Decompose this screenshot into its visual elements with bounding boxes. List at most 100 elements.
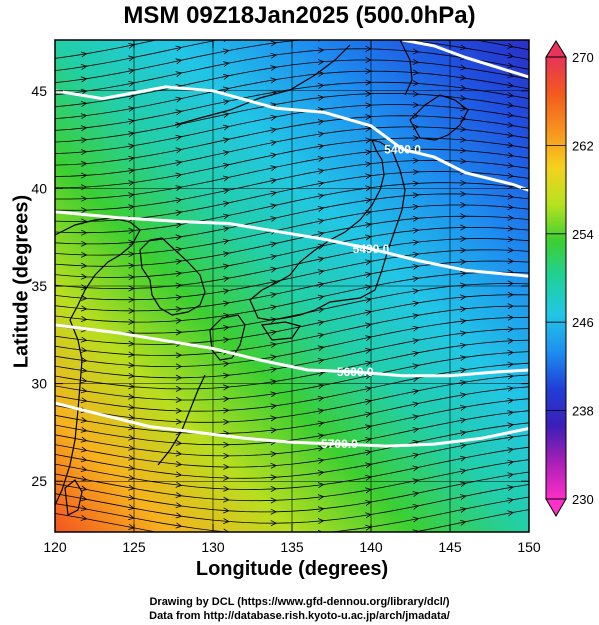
streamline-arrow xyxy=(507,373,515,380)
credit-drawing: Drawing by DCL (https://www.gfd-dennou.o… xyxy=(149,596,450,608)
y-tick-label: 30 xyxy=(31,376,47,392)
streamline-arrow xyxy=(80,262,88,269)
streamline-arrow xyxy=(317,168,325,175)
streamline-arrow xyxy=(223,396,230,402)
streamline-arrow xyxy=(413,28,419,33)
streamline-arrow xyxy=(270,486,278,492)
streamline-arrow xyxy=(175,58,183,65)
streamline-arrow xyxy=(317,143,325,150)
streamline-arrow xyxy=(507,172,515,179)
streamline-arrow xyxy=(365,57,372,63)
graticule xyxy=(55,40,529,532)
streamline-arrow xyxy=(459,442,467,449)
streamline-arrow xyxy=(270,451,278,458)
streamline-arrow xyxy=(80,446,88,453)
streamline-arrow xyxy=(460,190,467,197)
streamline-arrow xyxy=(128,444,135,451)
streamline-arrow xyxy=(460,126,467,133)
colorbar-tick-label: 246 xyxy=(572,315,594,330)
streamline-arrow xyxy=(175,270,183,277)
streamline-arrow xyxy=(412,338,420,345)
chart-title: MSM 09Z18Jan2025 (500.0hPa) xyxy=(123,2,476,29)
streamline-arrow xyxy=(460,147,467,154)
streamline-arrow xyxy=(317,358,325,364)
streamline-arrow xyxy=(222,226,230,233)
streamline-arrow xyxy=(365,487,372,494)
streamline-arrow xyxy=(318,25,324,30)
streamline-arrow xyxy=(128,106,135,112)
streamline-arrow xyxy=(128,351,135,358)
streamline-arrow xyxy=(365,322,372,329)
streamline-arrow xyxy=(128,296,135,303)
streamline-arrow xyxy=(80,505,88,512)
streamline-arrow xyxy=(222,276,230,282)
streamline-arrow xyxy=(317,307,325,314)
streamline-arrow xyxy=(222,238,230,245)
streamline-arrow xyxy=(460,40,462,41)
streamline-arrow xyxy=(223,507,230,514)
streamline-arrow xyxy=(412,503,420,510)
streamline-arrow xyxy=(128,55,135,62)
streamline-arrow xyxy=(128,372,135,379)
streamline-arrow xyxy=(80,436,88,443)
streamline-arrow xyxy=(175,363,183,370)
streamline-arrow xyxy=(317,193,325,200)
streamline-arrow xyxy=(365,68,372,75)
streamline-arrow xyxy=(270,354,278,361)
streamline-arrow xyxy=(175,209,183,216)
streamline-arrow xyxy=(175,160,183,166)
streamline-arrow xyxy=(270,52,278,59)
coast-taiwan xyxy=(64,479,83,516)
streamline-arrow xyxy=(222,263,230,270)
streamline-arrow xyxy=(507,497,515,504)
x-axis-label: Longitude (degrees) xyxy=(195,558,389,580)
coast-japan-honshu xyxy=(249,139,406,321)
streamline-arrow xyxy=(365,45,372,52)
streamline-arrow xyxy=(222,150,230,157)
streamline-arrow xyxy=(175,512,183,519)
streamline-arrow xyxy=(80,64,88,70)
streamline-arrow xyxy=(175,522,183,529)
height-contour-ne xyxy=(402,40,529,79)
streamline-arrow xyxy=(223,441,230,448)
streamline-arrow xyxy=(366,24,372,29)
streamline-arrow xyxy=(175,306,183,313)
streamline-arrow xyxy=(317,518,325,525)
streamline-arrow xyxy=(412,169,420,176)
streamline-arrow xyxy=(175,109,183,116)
streamline-arrow xyxy=(317,269,325,276)
streamline-arrow xyxy=(222,137,230,144)
streamline-arrow xyxy=(175,317,183,324)
streamline-arrow xyxy=(459,519,467,526)
streamline-arrow xyxy=(365,222,372,228)
streamline-arrow xyxy=(507,447,515,454)
streamline-arrow xyxy=(459,507,467,513)
streamline-arrow xyxy=(223,372,230,379)
streamline-arrow xyxy=(223,496,230,503)
streamline-arrow xyxy=(412,478,420,485)
contour-label: 5700.0 xyxy=(321,437,358,451)
contour-label: 5490.0 xyxy=(353,242,390,256)
streamline-arrow xyxy=(175,222,183,229)
streamline-arrow xyxy=(270,266,278,273)
streamline-arrow xyxy=(128,362,135,369)
streamline-arrow xyxy=(412,491,420,497)
streamline-arrow xyxy=(175,481,183,488)
streamline-arrow xyxy=(222,124,230,131)
streamline-arrow xyxy=(222,200,230,207)
streamline-arrow xyxy=(223,528,230,532)
streamline-arrow xyxy=(460,282,467,289)
streamline-arrow xyxy=(460,235,467,242)
streamline-arrow xyxy=(459,306,467,313)
streamline-arrow xyxy=(175,134,183,141)
streamline-arrow xyxy=(412,58,420,65)
streamline-arrow xyxy=(80,495,88,502)
streamline-arrow xyxy=(412,414,420,421)
colorbar-tick-label: 254 xyxy=(572,227,594,242)
coast-china-north xyxy=(55,217,141,321)
streamline-arrow xyxy=(365,271,372,278)
colorbar-body xyxy=(545,56,567,500)
streamline-arrow xyxy=(365,149,372,156)
streamline-arrow xyxy=(128,340,135,347)
streamline-arrow xyxy=(365,499,372,506)
